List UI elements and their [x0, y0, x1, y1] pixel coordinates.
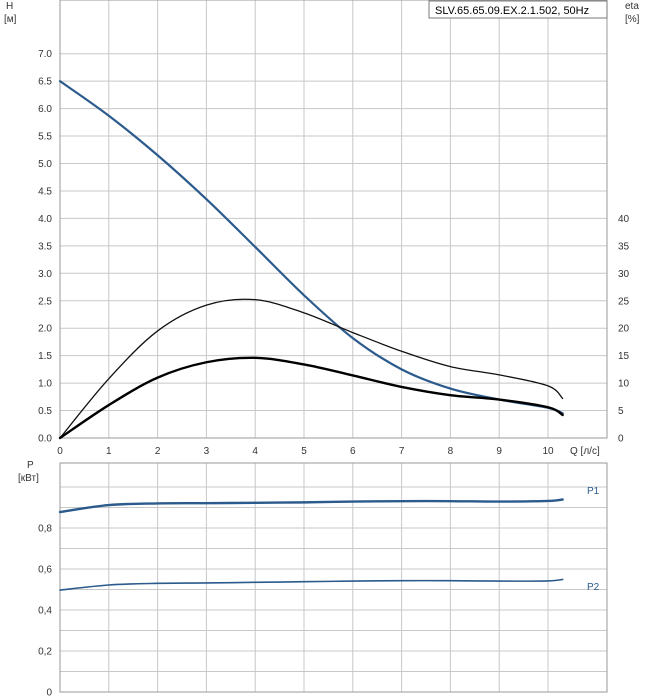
- head-tick-label: 6.5: [38, 77, 52, 88]
- flow-tick-label: 10: [542, 446, 554, 457]
- p2-power-curve: [59, 578, 564, 591]
- head-tick-label: 5.0: [38, 159, 52, 170]
- head-tick-label: 0.0: [38, 434, 52, 445]
- power-curves: [58, 498, 564, 591]
- power-tick-label: 0,8: [38, 524, 52, 535]
- efficiency-tick-label: 30: [618, 269, 630, 280]
- flow-tick-label: 7: [399, 446, 405, 457]
- power-grid: [60, 463, 607, 692]
- head-tick-label: 0.5: [38, 406, 52, 417]
- efficiency-tick-label: 40: [618, 214, 630, 225]
- head-tick-label: 7.0: [38, 49, 52, 60]
- power-axis-label: P: [27, 460, 34, 471]
- flow-tick-labels: 0 1 2 3 4 5 6 7 8 9 10: [57, 446, 554, 457]
- head-efficiency-grid: [60, 0, 607, 438]
- chart-title-box: SLV.65.65.09.EX.2.1.502, 50Hz: [428, 0, 608, 19]
- head-tick-label: 1.5: [38, 351, 52, 362]
- efficiency-tick-label: 10: [618, 379, 630, 390]
- head-efficiency-plot-frame: [59, 0, 608, 439]
- flow-tick-label: 1: [106, 446, 112, 457]
- head-axis-unit: [м]: [4, 14, 17, 25]
- power-tick-labels: 0 0,2 0,4 0,6 0,8: [38, 524, 52, 699]
- p1-series-label: P1: [587, 486, 600, 497]
- efficiency-curve-thick: [58, 356, 564, 440]
- head-tick-label: 4.5: [38, 186, 52, 197]
- power-plot-frame: [59, 462, 608, 693]
- flow-tick-label: 4: [252, 446, 258, 457]
- head-tick-label: 3.5: [38, 241, 52, 252]
- flow-tick-label: 3: [204, 446, 210, 457]
- efficiency-tick-label: 0: [618, 434, 624, 445]
- flow-axis-label: Q [л/с]: [570, 446, 600, 457]
- efficiency-tick-label: 35: [618, 241, 630, 252]
- head-curve: [58, 80, 564, 415]
- head-tick-label: 3.0: [38, 269, 52, 280]
- p2-series-label: P2: [587, 582, 600, 593]
- chart-title-frame: [428, 0, 608, 19]
- power-tick-label: 0: [46, 688, 52, 699]
- efficiency-axis-label: eta: [625, 1, 639, 12]
- efficiency-axis-unit: [%]: [625, 14, 640, 25]
- power-axis-unit: [кВт]: [18, 473, 39, 484]
- power-tick-label: 0,2: [38, 647, 52, 658]
- efficiency-tick-label: 5: [618, 406, 624, 417]
- efficiency-tick-label: 15: [618, 351, 630, 362]
- head-tick-label: 4.0: [38, 214, 52, 225]
- flow-tick-label: 9: [496, 446, 502, 457]
- head-axis-label: H: [6, 1, 13, 12]
- head-tick-label: 6.0: [38, 104, 52, 115]
- head-efficiency-curves: [58, 80, 564, 440]
- efficiency-tick-label: 25: [618, 296, 630, 307]
- p1-power-curve: [58, 498, 564, 514]
- flow-tick-label: 8: [448, 446, 454, 457]
- chart-title: SLV.65.65.09.EX.2.1.502, 50Hz: [435, 5, 589, 17]
- head-tick-labels: 0.0 0.5 1.0 1.5 2.0 2.5 3.0 3.5 4.0 4.5 5.0 5.5 6.0 6…: [38, 49, 52, 444]
- head-tick-label: 2.0: [38, 324, 52, 335]
- power-tick-label: 0,6: [38, 565, 52, 576]
- flow-tick-label: 0: [57, 446, 63, 457]
- flow-tick-label: 6: [350, 446, 356, 457]
- power-tick-label: 0,4: [38, 606, 52, 617]
- efficiency-tick-label: 20: [618, 324, 630, 335]
- efficiency-curve-thin: [59, 298, 564, 439]
- head-tick-label: 2.5: [38, 296, 52, 307]
- head-tick-label: 1.0: [38, 379, 52, 390]
- flow-tick-label: 2: [155, 446, 161, 457]
- flow-tick-label: 5: [301, 446, 307, 457]
- efficiency-tick-labels: 0 5 10 15 20 25 30 35 40: [618, 214, 630, 445]
- head-tick-label: 5.5: [38, 132, 52, 143]
